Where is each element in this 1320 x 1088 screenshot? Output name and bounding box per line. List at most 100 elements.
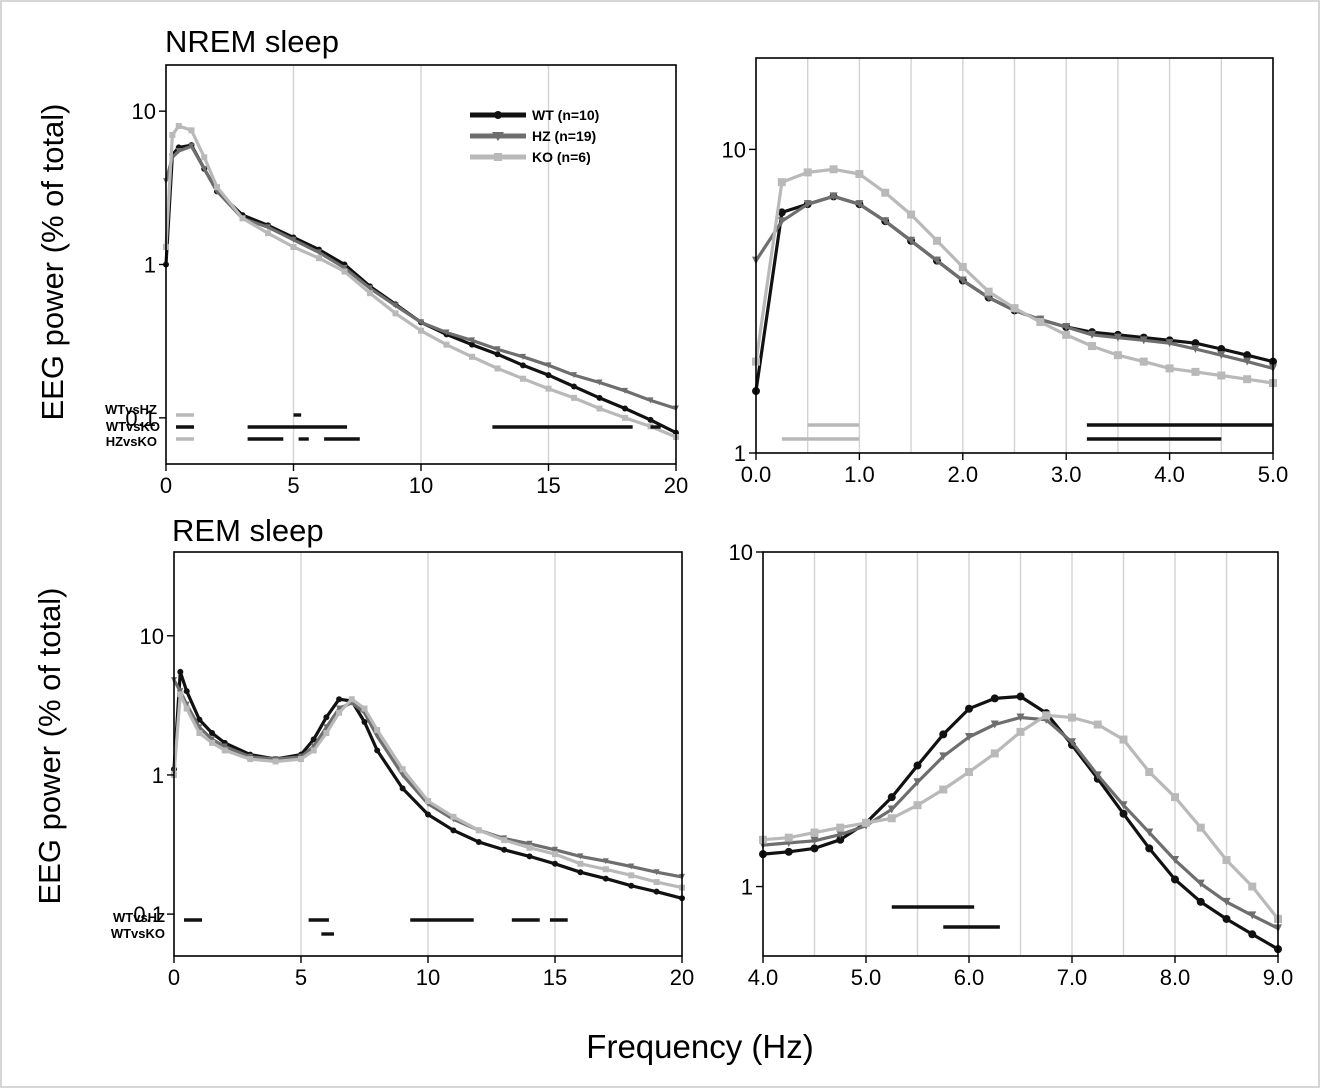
data-point-nrem-full-ko-19 bbox=[571, 394, 577, 401]
data-point-rem-zoom-hz-15 bbox=[1145, 828, 1154, 837]
data-point-rem-full-wt-3 bbox=[196, 716, 203, 723]
data-point-nrem-zoom-wt-18 bbox=[1217, 345, 1226, 354]
data-point-rem-full-ko-10 bbox=[323, 730, 330, 737]
data-point-rem-full-ko-6 bbox=[247, 756, 254, 763]
data-point-nrem-full-ko-17 bbox=[520, 375, 526, 382]
ytick-label-nrem-zoom-1: 10 bbox=[722, 137, 746, 162]
data-point-nrem-full-ko-13 bbox=[418, 327, 424, 334]
data-point-rem-zoom-hz-12 bbox=[1068, 738, 1076, 747]
data-point-rem-full-hz-4 bbox=[209, 736, 216, 743]
panel-title-rem: REM sleep bbox=[172, 513, 324, 548]
data-point-nrem-zoom-hz-19 bbox=[1243, 357, 1252, 366]
ytick-label-rem-zoom-0: 1 bbox=[741, 875, 753, 900]
data-point-nrem-zoom-ko-14 bbox=[1113, 351, 1122, 360]
data-point-nrem-zoom-hz-12 bbox=[1062, 323, 1071, 332]
data-point-rem-zoom-wt-7 bbox=[939, 730, 948, 739]
data-point-rem-zoom-wt-9 bbox=[990, 694, 999, 703]
data-point-rem-full-hz-23 bbox=[602, 858, 609, 865]
data-point-rem-zoom-ko-7 bbox=[939, 785, 948, 794]
data-point-nrem-full-hz-7 bbox=[265, 224, 271, 231]
ylabel-top: EEG power (% of total) bbox=[35, 103, 70, 420]
data-point-nrem-zoom-hz-7 bbox=[932, 256, 941, 265]
data-point-nrem-full-hz-21 bbox=[622, 387, 628, 394]
data-point-nrem-full-hz-18 bbox=[545, 362, 552, 369]
data-point-nrem-full-ko-6 bbox=[239, 215, 246, 222]
data-point-rem-zoom-wt-1 bbox=[784, 847, 793, 856]
data-point-nrem-zoom-ko-10 bbox=[1010, 304, 1019, 313]
data-point-rem-zoom-wt-3 bbox=[836, 835, 845, 844]
vgrid-rem-zoom bbox=[813, 552, 1228, 956]
data-point-rem-full-ko-5 bbox=[221, 747, 228, 754]
data-point-nrem-zoom-ko-4 bbox=[855, 169, 864, 178]
data-point-nrem-full-hz-19 bbox=[571, 372, 577, 379]
data-point-rem-full-ko-2 bbox=[183, 705, 190, 712]
data-point-rem-full-ko-13 bbox=[361, 705, 368, 712]
data-point-nrem-zoom-wt-1 bbox=[777, 208, 786, 217]
data-point-rem-zoom-hz-8 bbox=[965, 732, 973, 741]
sig-label-nrem-wtvshz: WTvsHZ bbox=[105, 402, 157, 417]
data-point-rem-full-hz-25 bbox=[653, 869, 660, 876]
data-point-rem-zoom-ko-14 bbox=[1119, 735, 1128, 744]
ylabel-bottom: EEG power (% of total) bbox=[32, 587, 67, 904]
xtick-label-rem-zoom-5: 9.0 bbox=[1263, 965, 1294, 990]
data-point-nrem-full-ko-12 bbox=[392, 310, 399, 317]
xtick-label-rem-zoom-1: 5.0 bbox=[851, 965, 882, 990]
data-point-nrem-full-ko-4 bbox=[201, 154, 208, 161]
data-point-rem-zoom-ko-13 bbox=[1093, 720, 1102, 729]
data-point-rem-full-wt-19 bbox=[501, 846, 508, 853]
legend-entry-ko: KO (n=6) bbox=[470, 149, 591, 165]
data-point-nrem-zoom-ko-15 bbox=[1139, 357, 1148, 366]
data-point-rem-full-wt-10 bbox=[323, 714, 330, 721]
data-point-nrem-zoom-hz-16 bbox=[1165, 339, 1174, 348]
data-point-rem-zoom-ko-18 bbox=[1222, 856, 1231, 865]
data-point-rem-zoom-hz-13 bbox=[1093, 771, 1102, 780]
sig-layer-nrem-zoom bbox=[781, 423, 1273, 441]
panel-nrem-zoom: 0.0 1.0 2.0 3.0 4.0 5.0 1 10 bbox=[722, 57, 1288, 487]
data-point-rem-full-ko-4 bbox=[209, 739, 216, 746]
data-point-rem-full-hz-9 bbox=[310, 743, 317, 750]
data-point-nrem-full-hz-14 bbox=[443, 329, 450, 336]
ticks-rem-full: 0 5 10 15 20 0.1 1 10 bbox=[133, 624, 694, 990]
data-point-rem-full-wt-17 bbox=[450, 827, 457, 834]
data-point-nrem-zoom-ko-9 bbox=[984, 287, 993, 296]
sig-layer-rem-full bbox=[184, 918, 568, 936]
xtick-label-rem-full-0: 0 bbox=[168, 965, 180, 990]
xlabel: Frequency (Hz) bbox=[586, 1028, 813, 1065]
data-point-rem-full-ko-24 bbox=[628, 872, 635, 879]
legend-entry-hz: HZ (n=19) bbox=[470, 128, 596, 144]
xtick-label-nrem-full-2: 10 bbox=[409, 473, 433, 498]
data-point-rem-full-wt-16 bbox=[425, 811, 431, 818]
data-point-rem-zoom-ko-12 bbox=[1068, 713, 1076, 722]
data-point-rem-full-wt-4 bbox=[209, 730, 216, 737]
data-point-rem-full-wt-23 bbox=[602, 875, 609, 882]
data-point-rem-zoom-ko-19 bbox=[1248, 882, 1257, 891]
ytick-label-rem-full-1: 1 bbox=[152, 763, 164, 788]
data-point-rem-zoom-hz-3 bbox=[836, 830, 845, 839]
xtick-label-nrem-zoom-2: 2.0 bbox=[948, 462, 979, 487]
data-point-rem-zoom-hz-5 bbox=[887, 805, 896, 814]
data-point-rem-zoom-wt-10 bbox=[1016, 692, 1025, 701]
panel-rem-zoom: 4.0 5.0 6.0 7.0 8.0 9.0 1 10 bbox=[729, 540, 1294, 990]
data-point-nrem-full-ko-3 bbox=[188, 127, 195, 134]
data-point-nrem-zoom-hz-2 bbox=[803, 200, 812, 209]
xtick-label-nrem-zoom-4: 4.0 bbox=[1154, 462, 1185, 487]
plot-frame-nrem-zoom bbox=[755, 57, 1274, 454]
ytick-label-rem-full-0: 0.1 bbox=[133, 902, 164, 927]
data-point-rem-zoom-wt-6 bbox=[913, 761, 922, 770]
data-point-nrem-full-wt-16 bbox=[494, 351, 501, 358]
ytick-label-rem-zoom-1: 10 bbox=[729, 540, 753, 565]
data-point-nrem-full-ko-14 bbox=[443, 341, 450, 348]
data-point-nrem-full-hz-9 bbox=[316, 249, 322, 256]
xtick-label-nrem-full-0: 0 bbox=[160, 473, 172, 498]
data-point-nrem-zoom-ko-6 bbox=[907, 210, 916, 219]
legend-marker-hz bbox=[492, 132, 504, 141]
data-point-nrem-full-ko-10 bbox=[341, 268, 348, 275]
data-point-rem-zoom-ko-11 bbox=[1042, 711, 1051, 720]
data-point-rem-full-ko-16 bbox=[425, 797, 431, 804]
data-point-rem-full-wt-9 bbox=[310, 736, 317, 743]
data-point-rem-zoom-hz-16 bbox=[1171, 856, 1179, 865]
data-point-nrem-zoom-ko-1 bbox=[777, 178, 786, 187]
legend: WT (n=10) HZ (n=19) KO (n=6) bbox=[470, 107, 599, 165]
data-point-rem-full-ko-9 bbox=[310, 747, 317, 754]
xtick-label-rem-full-1: 5 bbox=[295, 965, 307, 990]
